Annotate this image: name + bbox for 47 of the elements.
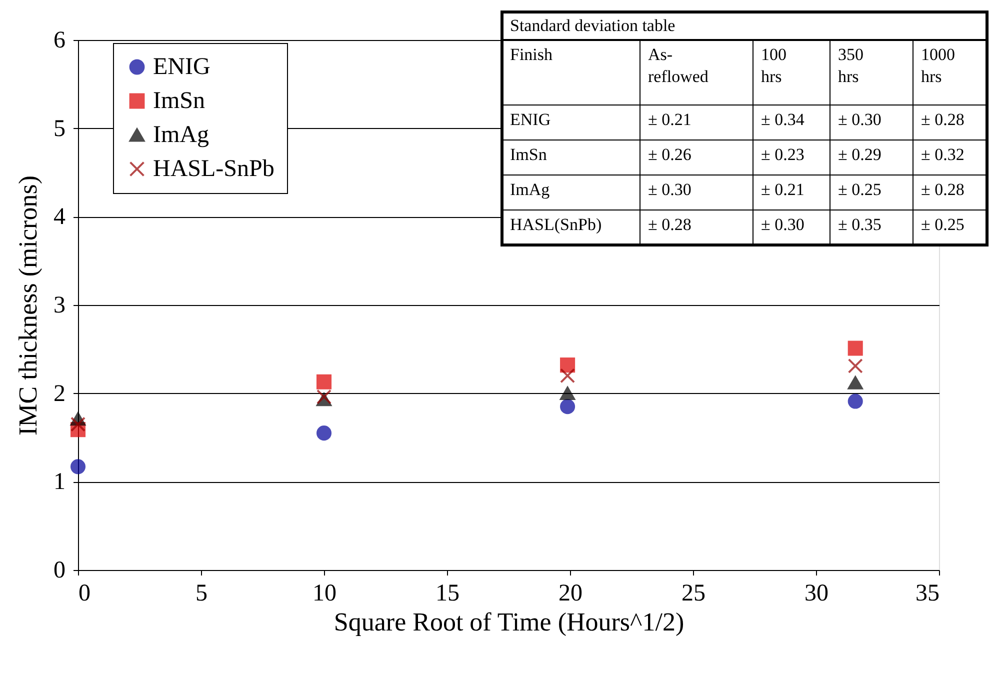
y-tick-label: 2 xyxy=(54,380,66,407)
y-tick-label: 1 xyxy=(54,469,66,496)
annotation: ± 0.28 xyxy=(921,180,964,199)
annotation: 1000 hrs xyxy=(921,45,955,86)
x-tick-label: 20 xyxy=(558,580,582,606)
y-axis-title: IMC thickness (microns) xyxy=(14,176,42,436)
annotation: ± 0.28 xyxy=(648,215,692,234)
x-tick-label: 0 xyxy=(78,580,90,606)
annotation: ± 0.32 xyxy=(921,145,964,164)
annotation: ± 0.34 xyxy=(761,110,805,129)
legend-label: ImAg xyxy=(153,122,209,148)
x-tick-label: 30 xyxy=(804,580,828,606)
x-tick-label: 5 xyxy=(196,580,208,606)
annotation: ImSn xyxy=(510,145,548,164)
annotation: ± 0.21 xyxy=(648,110,692,129)
annotation: ± 0.21 xyxy=(761,180,804,199)
annotation: ± 0.23 xyxy=(761,145,804,164)
annotation: Finish xyxy=(510,45,554,64)
annotation: ± 0.30 xyxy=(648,180,692,199)
annotation: ± 0.30 xyxy=(838,110,882,129)
annotation: As- reflowed xyxy=(648,45,709,86)
annotation: ± 0.28 xyxy=(921,110,964,129)
annotation: 350 hrs xyxy=(838,45,864,86)
annotation: 100 hrs xyxy=(761,45,786,86)
y-tick-label: 0 xyxy=(54,558,66,584)
y-tick-label: 5 xyxy=(54,116,66,142)
legend-label: HASL-SnPb xyxy=(153,156,274,182)
annotation: ENIG xyxy=(510,110,551,129)
annotation: ImAg xyxy=(510,180,550,199)
annotation: ± 0.25 xyxy=(921,215,964,234)
x-tick-label: 25 xyxy=(682,580,706,606)
annotation: ± 0.25 xyxy=(838,180,882,199)
text: Standard deviation table xyxy=(510,16,676,35)
x-axis-title: Square Root of Time (Hours^1/2) xyxy=(334,608,684,636)
y-tick-label: 3 xyxy=(54,292,66,318)
annotation: HASL(SnPb) xyxy=(510,215,602,234)
x-tick-label: 15 xyxy=(436,580,460,606)
annotation: ± 0.26 xyxy=(648,145,692,164)
legend-label: ImSn xyxy=(153,88,206,114)
y-tick-label: 4 xyxy=(54,204,66,230)
y-tick-label: 6 xyxy=(54,28,66,54)
x-tick-label: 35 xyxy=(916,580,940,606)
annotation: ± 0.35 xyxy=(838,215,882,234)
x-tick-label: 10 xyxy=(312,580,336,606)
annotation: ± 0.29 xyxy=(838,145,882,164)
annotation: ± 0.30 xyxy=(761,215,804,234)
legend-label: ENIG xyxy=(153,54,210,80)
